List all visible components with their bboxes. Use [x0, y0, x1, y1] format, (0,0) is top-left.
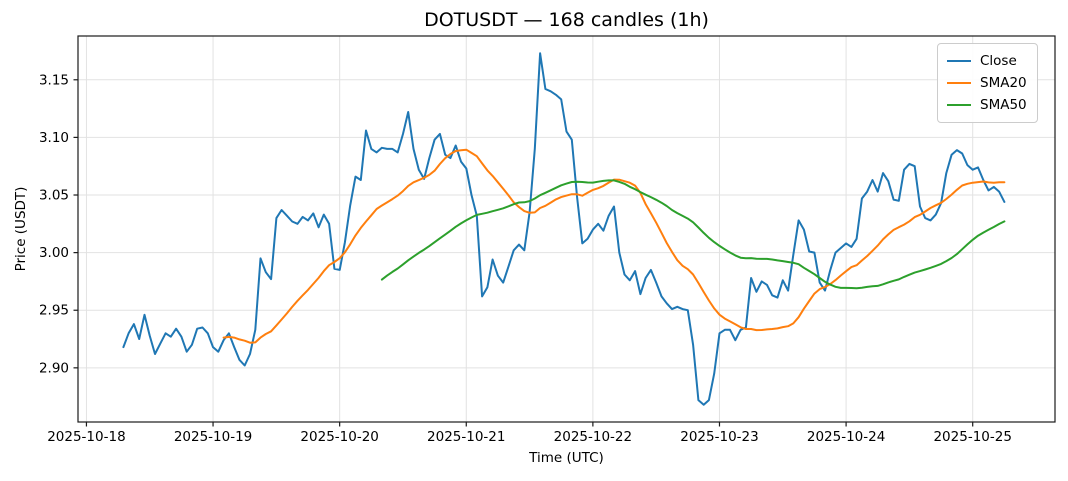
legend-item-close: Close [947, 50, 1027, 72]
x-tick-label: 2025-10-25 [933, 429, 1011, 445]
y-tick-label: 2.95 [39, 303, 69, 319]
x-axis-label: Time (UTC) [529, 450, 604, 466]
x-axis: 2025-10-18 2025-10-19 2025-10-20 2025-10-21… [47, 422, 1012, 445]
x-tick-label: 2025-10-23 [680, 429, 758, 445]
legend-label: SMA20 [980, 75, 1027, 91]
grid [78, 36, 1055, 422]
legend: Close SMA20 SMA50 [937, 43, 1038, 123]
series-lines [122, 52, 1006, 406]
y-tick-label: 2.90 [39, 360, 69, 376]
y-tick-label: 3.15 [39, 72, 69, 88]
y-tick-label: 3.00 [39, 245, 69, 261]
x-tick-label: 2025-10-21 [427, 429, 505, 445]
legend-label: SMA50 [980, 97, 1027, 113]
sma50-line [380, 179, 1006, 290]
x-tick-label: 2025-10-19 [174, 429, 252, 445]
y-tick-label: 3.05 [39, 188, 69, 204]
legend-label: Close [980, 53, 1017, 69]
legend-swatch-sma20 [947, 82, 971, 84]
y-axis: 2.90 2.95 3.00 3.05 3.10 3.15 [39, 72, 78, 376]
legend-swatch-sma50 [947, 104, 971, 106]
x-tick-label: 2025-10-18 [47, 429, 125, 445]
legend-item-sma20: SMA20 [947, 72, 1027, 94]
chart-title: DOTUSDT — 168 candles (1h) [424, 9, 709, 31]
x-tick-label: 2025-10-22 [554, 429, 632, 445]
plot-frame [77, 35, 1056, 423]
y-tick-label: 3.10 [39, 130, 69, 146]
x-tick-label: 2025-10-24 [807, 429, 885, 445]
legend-swatch-close [947, 60, 971, 62]
close-line [122, 52, 1006, 406]
x-tick-label: 2025-10-20 [300, 429, 378, 445]
legend-item-sma50: SMA50 [947, 94, 1027, 116]
